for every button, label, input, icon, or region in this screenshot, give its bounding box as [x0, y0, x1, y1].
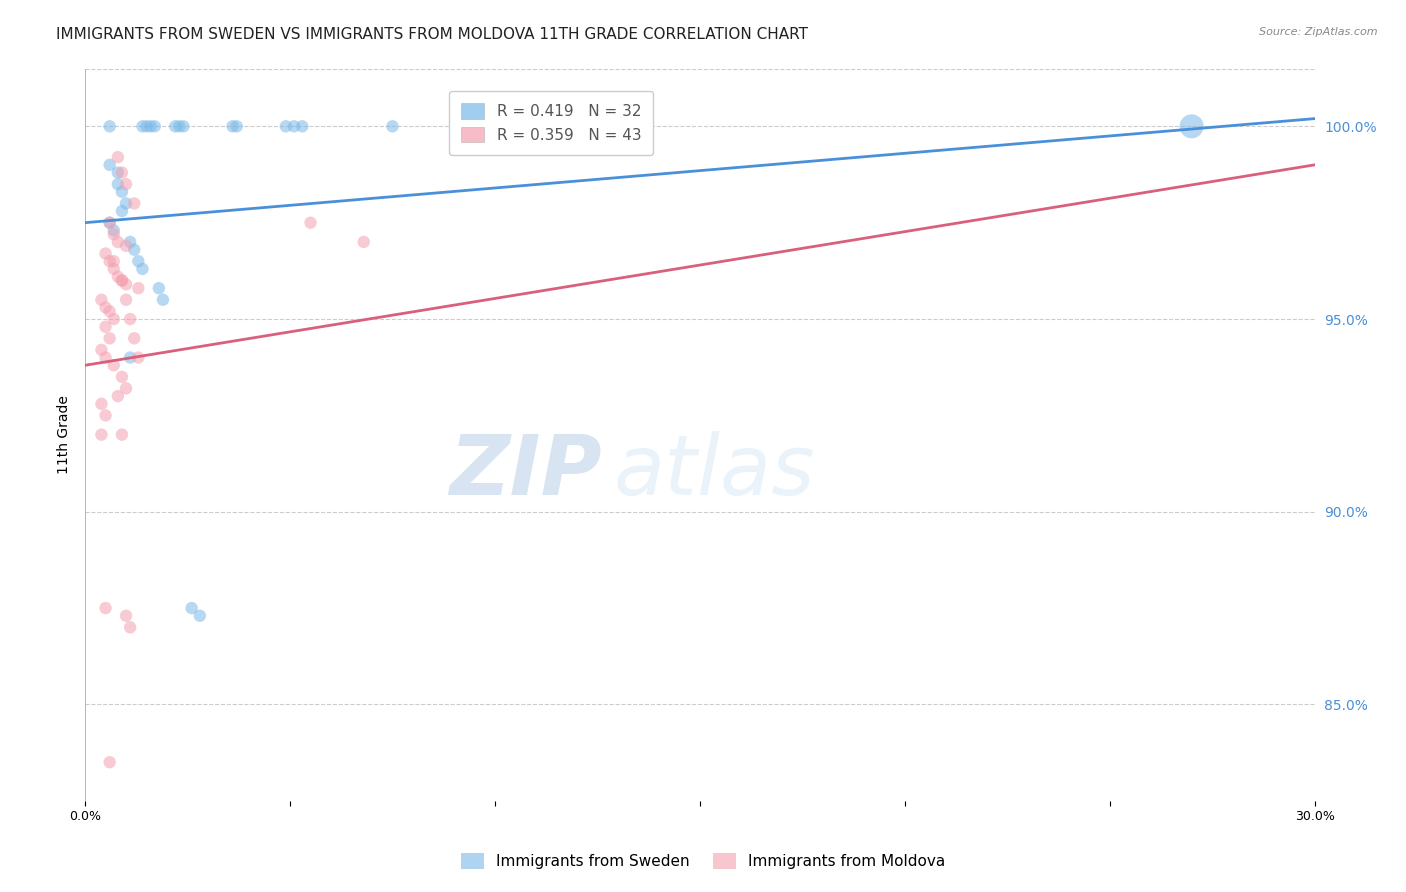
- Point: [152, 293, 174, 307]
- Point: [135, 120, 157, 134]
- Point: [94, 319, 117, 334]
- Point: [172, 120, 194, 134]
- Point: [98, 158, 121, 172]
- Point: [107, 150, 129, 164]
- Point: [115, 277, 138, 292]
- Point: [291, 120, 314, 134]
- Point: [139, 120, 162, 134]
- Text: atlas: atlas: [614, 431, 815, 512]
- Point: [115, 293, 138, 307]
- Point: [143, 120, 166, 134]
- Point: [274, 120, 297, 134]
- Point: [103, 261, 125, 276]
- Text: ZIP: ZIP: [449, 431, 602, 512]
- Point: [90, 397, 112, 411]
- Point: [1181, 120, 1204, 134]
- Point: [283, 120, 305, 134]
- Point: [98, 331, 121, 345]
- Point: [169, 120, 191, 134]
- Point: [103, 254, 125, 268]
- Point: [127, 254, 149, 268]
- Point: [107, 177, 129, 191]
- Point: [107, 235, 129, 249]
- Point: [94, 246, 117, 260]
- Point: [115, 196, 138, 211]
- Point: [115, 177, 138, 191]
- Point: [98, 756, 121, 770]
- Point: [111, 369, 134, 384]
- Point: [148, 281, 170, 295]
- Legend: Immigrants from Sweden, Immigrants from Moldova: Immigrants from Sweden, Immigrants from …: [456, 847, 950, 875]
- Point: [127, 281, 149, 295]
- Point: [115, 381, 138, 395]
- Legend: R = 0.419   N = 32, R = 0.359   N = 43: R = 0.419 N = 32, R = 0.359 N = 43: [450, 91, 654, 155]
- Text: Source: ZipAtlas.com: Source: ZipAtlas.com: [1260, 27, 1378, 37]
- Point: [120, 235, 142, 249]
- Point: [90, 427, 112, 442]
- Point: [94, 601, 117, 615]
- Point: [122, 243, 145, 257]
- Y-axis label: 11th Grade: 11th Grade: [58, 395, 72, 474]
- Text: IMMIGRANTS FROM SWEDEN VS IMMIGRANTS FROM MOLDOVA 11TH GRADE CORRELATION CHART: IMMIGRANTS FROM SWEDEN VS IMMIGRANTS FRO…: [56, 27, 808, 42]
- Point: [381, 120, 404, 134]
- Point: [111, 273, 134, 287]
- Point: [107, 165, 129, 179]
- Point: [120, 351, 142, 365]
- Point: [120, 620, 142, 634]
- Point: [111, 185, 134, 199]
- Point: [107, 269, 129, 284]
- Point: [115, 239, 138, 253]
- Point: [98, 254, 121, 268]
- Point: [103, 223, 125, 237]
- Point: [98, 304, 121, 318]
- Point: [94, 301, 117, 315]
- Point: [353, 235, 375, 249]
- Point: [107, 389, 129, 403]
- Point: [188, 608, 211, 623]
- Point: [221, 120, 243, 134]
- Point: [115, 608, 138, 623]
- Point: [90, 293, 112, 307]
- Point: [122, 196, 145, 211]
- Point: [225, 120, 247, 134]
- Point: [120, 312, 142, 326]
- Point: [127, 351, 149, 365]
- Point: [94, 409, 117, 423]
- Point: [180, 601, 202, 615]
- Point: [165, 120, 187, 134]
- Point: [98, 216, 121, 230]
- Point: [131, 261, 153, 276]
- Point: [111, 204, 134, 219]
- Point: [103, 358, 125, 372]
- Point: [122, 331, 145, 345]
- Point: [103, 227, 125, 242]
- Point: [94, 351, 117, 365]
- Point: [103, 312, 125, 326]
- Point: [299, 216, 322, 230]
- Point: [98, 216, 121, 230]
- Point: [111, 165, 134, 179]
- Point: [111, 427, 134, 442]
- Point: [90, 343, 112, 357]
- Point: [111, 273, 134, 287]
- Point: [131, 120, 153, 134]
- Point: [98, 120, 121, 134]
